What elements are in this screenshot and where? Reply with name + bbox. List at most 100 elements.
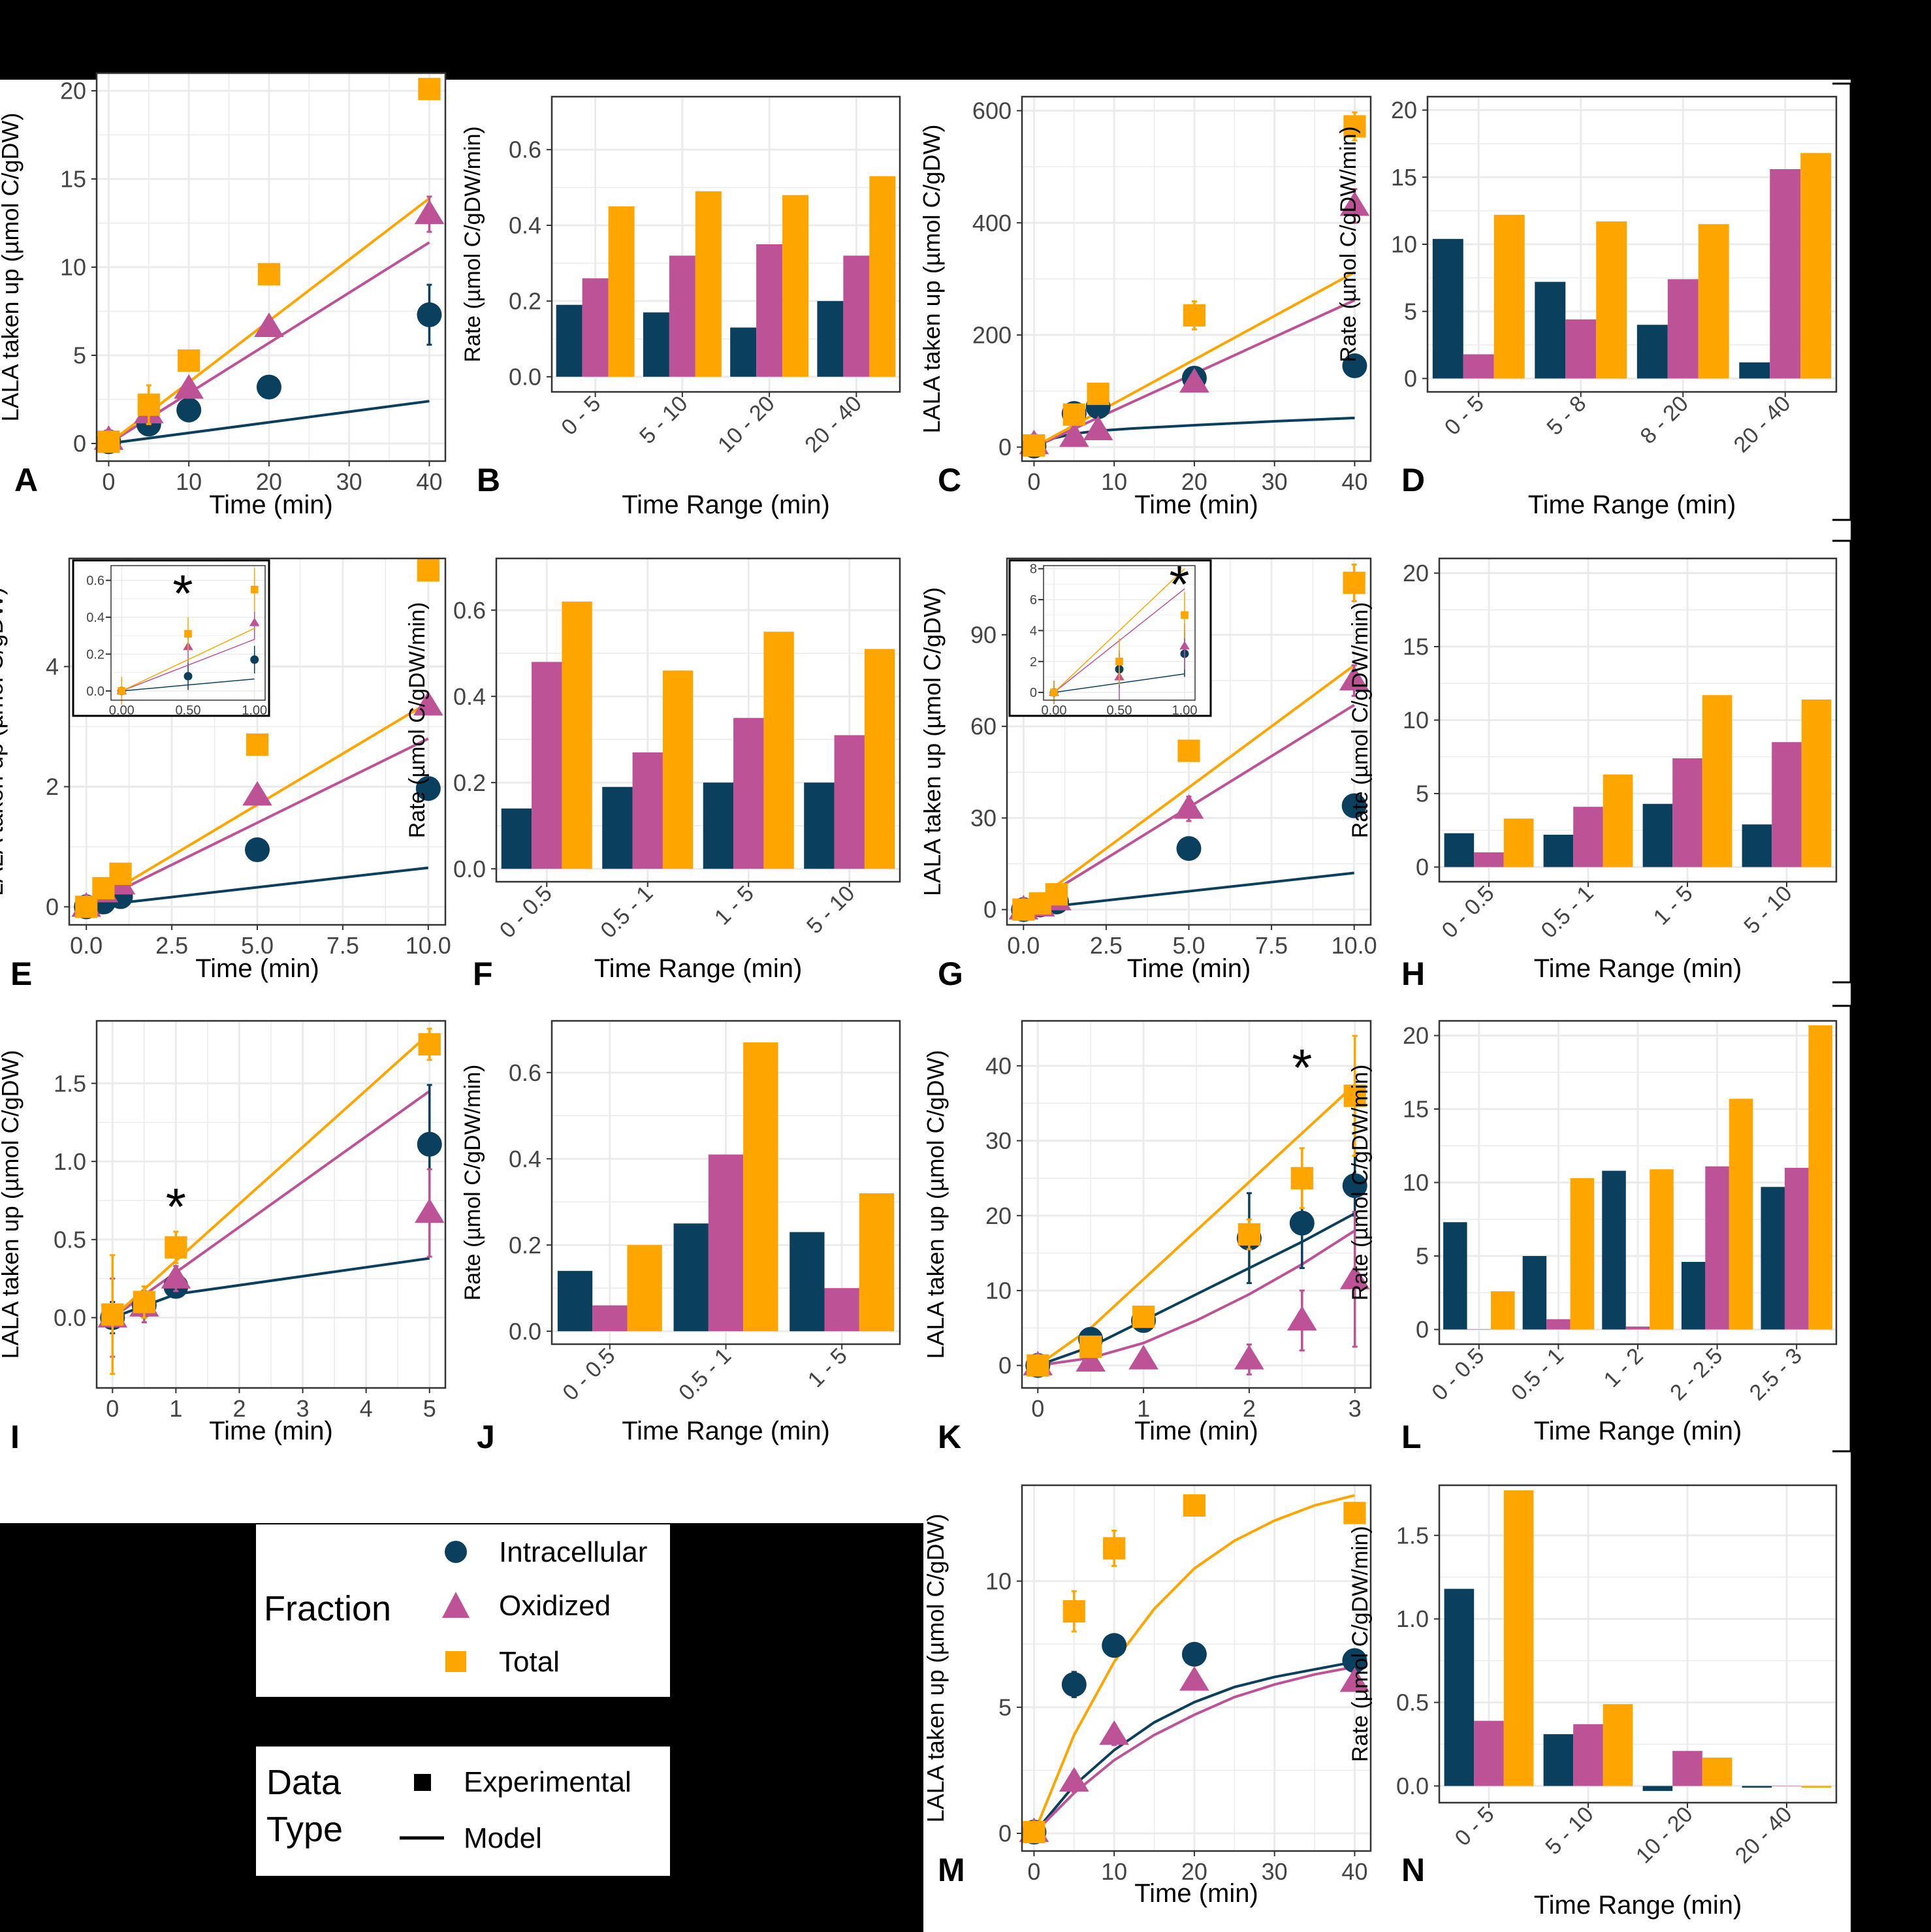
total-point xyxy=(101,1303,124,1326)
y-tick-label: 0.6 xyxy=(86,574,104,588)
panel-letter: C xyxy=(938,462,961,498)
y-tick-label: 40 xyxy=(985,1052,1012,1079)
x-axis-title: Time (min) xyxy=(195,954,319,983)
oxidized-bar xyxy=(1573,807,1603,867)
oxidized-model-line xyxy=(1032,1666,1355,1835)
oxidized-bar xyxy=(1546,1319,1571,1330)
oxidized-bar xyxy=(708,1154,744,1332)
total-point xyxy=(1023,1820,1045,1844)
y-axis-title: Rate (µmol C/gDW/min) xyxy=(460,1065,485,1301)
oxidized-bar xyxy=(632,752,663,869)
inset-G: 0 2 4 6 8 0.00 0.50 1.00 * xyxy=(1008,555,1212,718)
oxidized-bar xyxy=(756,244,783,377)
intracellular-point xyxy=(1342,1648,1367,1673)
x-axis-title: Time (min) xyxy=(1134,491,1258,519)
y-tick-label: 1.5 xyxy=(1396,1522,1429,1549)
significance-asterisk: * xyxy=(166,1178,186,1236)
oxidized-bar xyxy=(1672,758,1702,867)
y-tick-label: 2 xyxy=(1030,655,1037,669)
total-point xyxy=(1023,434,1045,457)
intracellular-bar xyxy=(501,808,532,869)
y-axis-title: LALA taken up (µmol C/gDW) xyxy=(0,587,8,896)
y-tick-label: 8 xyxy=(1030,562,1037,577)
panel-letter: K xyxy=(938,1419,961,1455)
y-tick-label: 0.4 xyxy=(509,1146,541,1172)
total-point xyxy=(1087,382,1109,406)
y-axis-title: LALA taken up (µmol C/gDW) xyxy=(919,587,946,896)
intracellular-point xyxy=(1181,1641,1207,1667)
oxidized-bar xyxy=(1463,354,1494,379)
total-point xyxy=(1062,1600,1085,1623)
x-tick-label: 30 xyxy=(1262,468,1288,495)
y-tick-label: 600 xyxy=(972,97,1012,124)
inset-x-tick-label: 1.00 xyxy=(242,703,267,718)
total-point xyxy=(1045,883,1068,906)
intracellular-bar xyxy=(1543,1734,1574,1786)
x-axis-title: Time Range (min) xyxy=(594,954,803,983)
y-tick-label: 20 xyxy=(60,78,86,105)
x-tick-label: 2.5 xyxy=(1090,932,1123,959)
total-point xyxy=(246,733,269,756)
panel-E: 0 2 4 0.0 2.5 5.0 7.5 10.0 0.0 0.2 0.4 0.6 0.00 0.50 1… xyxy=(0,557,451,992)
x-tick-label: 3 xyxy=(296,1395,310,1422)
oxidized-legend-label: Oxidized xyxy=(499,1590,611,1622)
y-axis-title: Rate (µmol C/gDW/min) xyxy=(1348,602,1373,839)
intracellular-bar xyxy=(1444,833,1475,867)
intracellular-bar xyxy=(1742,824,1772,867)
total-bar xyxy=(1570,1178,1595,1330)
y-axis-title: LALA taken up (µmol C/gDW) xyxy=(0,113,24,422)
x-axis-title: Time (min) xyxy=(209,1417,333,1445)
intracellular-model-line xyxy=(108,400,430,445)
y-tick-label: 0.0 xyxy=(54,1304,86,1331)
intracellular-bar xyxy=(817,300,844,377)
intracellular-point xyxy=(1102,1633,1127,1658)
x-axis-title: Time Range (min) xyxy=(1534,1891,1742,1920)
y-axis-title: Rate (µmol C/gDW/min) xyxy=(1336,126,1361,362)
total-bar xyxy=(1493,214,1525,379)
inset-point xyxy=(250,655,259,664)
oxidized-point xyxy=(174,374,204,399)
panel-M: 0 5 10 0 10 20 30 40 Time (min) LALA taken up (µm… xyxy=(922,1484,1372,1908)
inset-border xyxy=(1043,565,1196,701)
plot-border xyxy=(1426,95,1838,393)
y-tick-label: 200 xyxy=(972,321,1012,348)
y-tick-label: 0 xyxy=(73,430,86,457)
y-axis-title: LALA taken up (µmol C/gDW) xyxy=(922,1050,949,1359)
total-bar xyxy=(1808,1025,1832,1330)
oxidized-bar xyxy=(532,662,562,869)
intracellular-point xyxy=(1061,1672,1087,1698)
intracellular-bar xyxy=(1642,803,1673,867)
intracellular-bar xyxy=(730,327,757,377)
total-bar xyxy=(1503,818,1534,867)
total-point xyxy=(1062,403,1085,426)
x-axis-title: Time (min) xyxy=(1134,1417,1258,1445)
data-type-legend-title-line1: Data xyxy=(266,1763,342,1802)
x-tick-label: 0.0 xyxy=(70,932,103,959)
plot-border xyxy=(1438,1484,1838,1804)
y-tick-label: 0.5 xyxy=(54,1226,86,1253)
total-bar xyxy=(1603,774,1633,867)
x-tick-label: 30 xyxy=(336,468,362,495)
total-point xyxy=(1237,1223,1261,1246)
total-legend-label: Total xyxy=(499,1646,560,1678)
total-point xyxy=(137,393,160,416)
plot-border xyxy=(95,72,447,462)
data-type-legend-title-line2: Type xyxy=(266,1810,343,1849)
y-tick-label: 10 xyxy=(1403,707,1429,733)
intracellular-bar xyxy=(1681,1262,1706,1330)
fraction-legend: Fraction Intracellular Oxidized Total xyxy=(256,1524,670,1697)
y-tick-label: 0.0 xyxy=(509,1318,541,1345)
y-tick-label: 0 xyxy=(998,1820,1012,1847)
oxidized-bar xyxy=(1474,852,1504,867)
oxidized-bar xyxy=(1573,1724,1603,1786)
intracellular-bar xyxy=(1522,1256,1547,1330)
oxidized-point xyxy=(1099,1720,1129,1745)
total-model-line xyxy=(111,1032,431,1319)
inset-point xyxy=(249,617,260,626)
y-tick-label: 0 xyxy=(998,434,1012,460)
oxidized-point xyxy=(1083,415,1113,440)
inset-point xyxy=(184,630,192,638)
intracellular-point xyxy=(1341,793,1367,818)
